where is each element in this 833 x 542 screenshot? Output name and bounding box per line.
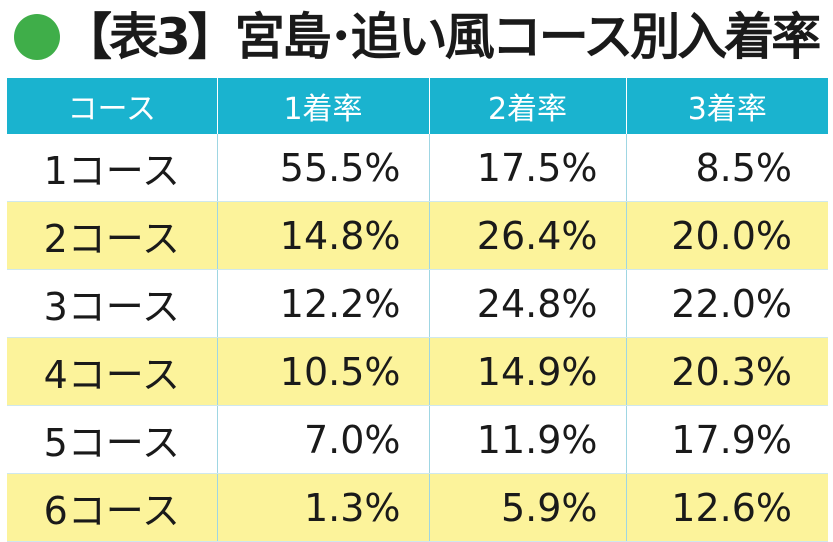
table-row: 5コース 7.0% 11.9% 17.9% xyxy=(7,405,828,474)
rate-cell: 10.5% xyxy=(217,337,430,406)
table-row: 3コース 12.2% 24.8% 22.0% xyxy=(7,269,828,338)
rate-cell: 7.0% xyxy=(217,405,430,474)
column-header: 1着率 xyxy=(217,78,430,134)
course-label-cell: 1コース xyxy=(7,134,218,202)
table-row: 4コース 10.5% 14.9% 20.3% xyxy=(7,337,828,406)
table-row: 2コース 14.8% 26.4% 20.0% xyxy=(7,201,828,270)
rate-cell: 17.5% xyxy=(429,134,627,202)
rate-cell: 26.4% xyxy=(429,201,627,270)
rate-cell: 20.0% xyxy=(626,201,828,270)
course-label-cell: 5コース xyxy=(7,405,218,474)
course-label-cell: 4コース xyxy=(7,337,218,406)
page-title: 【表3】宮島･追い風コース別入着率 xyxy=(62,8,821,66)
table-header-row: コース 1着率 2着率 3着率 xyxy=(7,78,828,134)
rate-cell: 55.5% xyxy=(217,134,430,202)
rate-cell: 22.0% xyxy=(626,269,828,338)
rate-cell: 17.9% xyxy=(626,405,828,474)
course-label-cell: 3コース xyxy=(7,269,218,338)
rate-cell: 14.9% xyxy=(429,337,627,406)
rate-cell: 1.3% xyxy=(217,473,430,542)
rate-cell: 5.9% xyxy=(429,473,627,542)
rate-cell: 11.9% xyxy=(429,405,627,474)
rate-cell: 14.8% xyxy=(217,201,430,270)
table-row: 6コース 1.3% 5.9% 12.6% xyxy=(7,473,828,542)
rate-cell: 12.6% xyxy=(626,473,828,542)
course-placement-table: コース 1着率 2着率 3着率 1コース 55.5% 17.5% 8.5% 2コース 14… xyxy=(7,78,828,542)
column-header: コース xyxy=(7,78,218,134)
rate-cell: 8.5% xyxy=(626,134,828,202)
table-row: 1コース 55.5% 17.5% 8.5% xyxy=(7,134,828,202)
course-label-cell: 2コース xyxy=(7,201,218,270)
table-body: 1コース 55.5% 17.5% 8.5% 2コース 14.8% 26.4% 20.0% 3コー… xyxy=(7,134,828,542)
title-row: 【表3】宮島･追い風コース別入着率 xyxy=(0,0,833,74)
column-header: 3着率 xyxy=(626,78,828,134)
rate-cell: 24.8% xyxy=(429,269,627,338)
green-dot-icon xyxy=(14,14,60,60)
column-header: 2着率 xyxy=(429,78,627,134)
course-label-cell: 6コース xyxy=(7,473,218,542)
rate-cell: 12.2% xyxy=(217,269,430,338)
rate-cell: 20.3% xyxy=(626,337,828,406)
